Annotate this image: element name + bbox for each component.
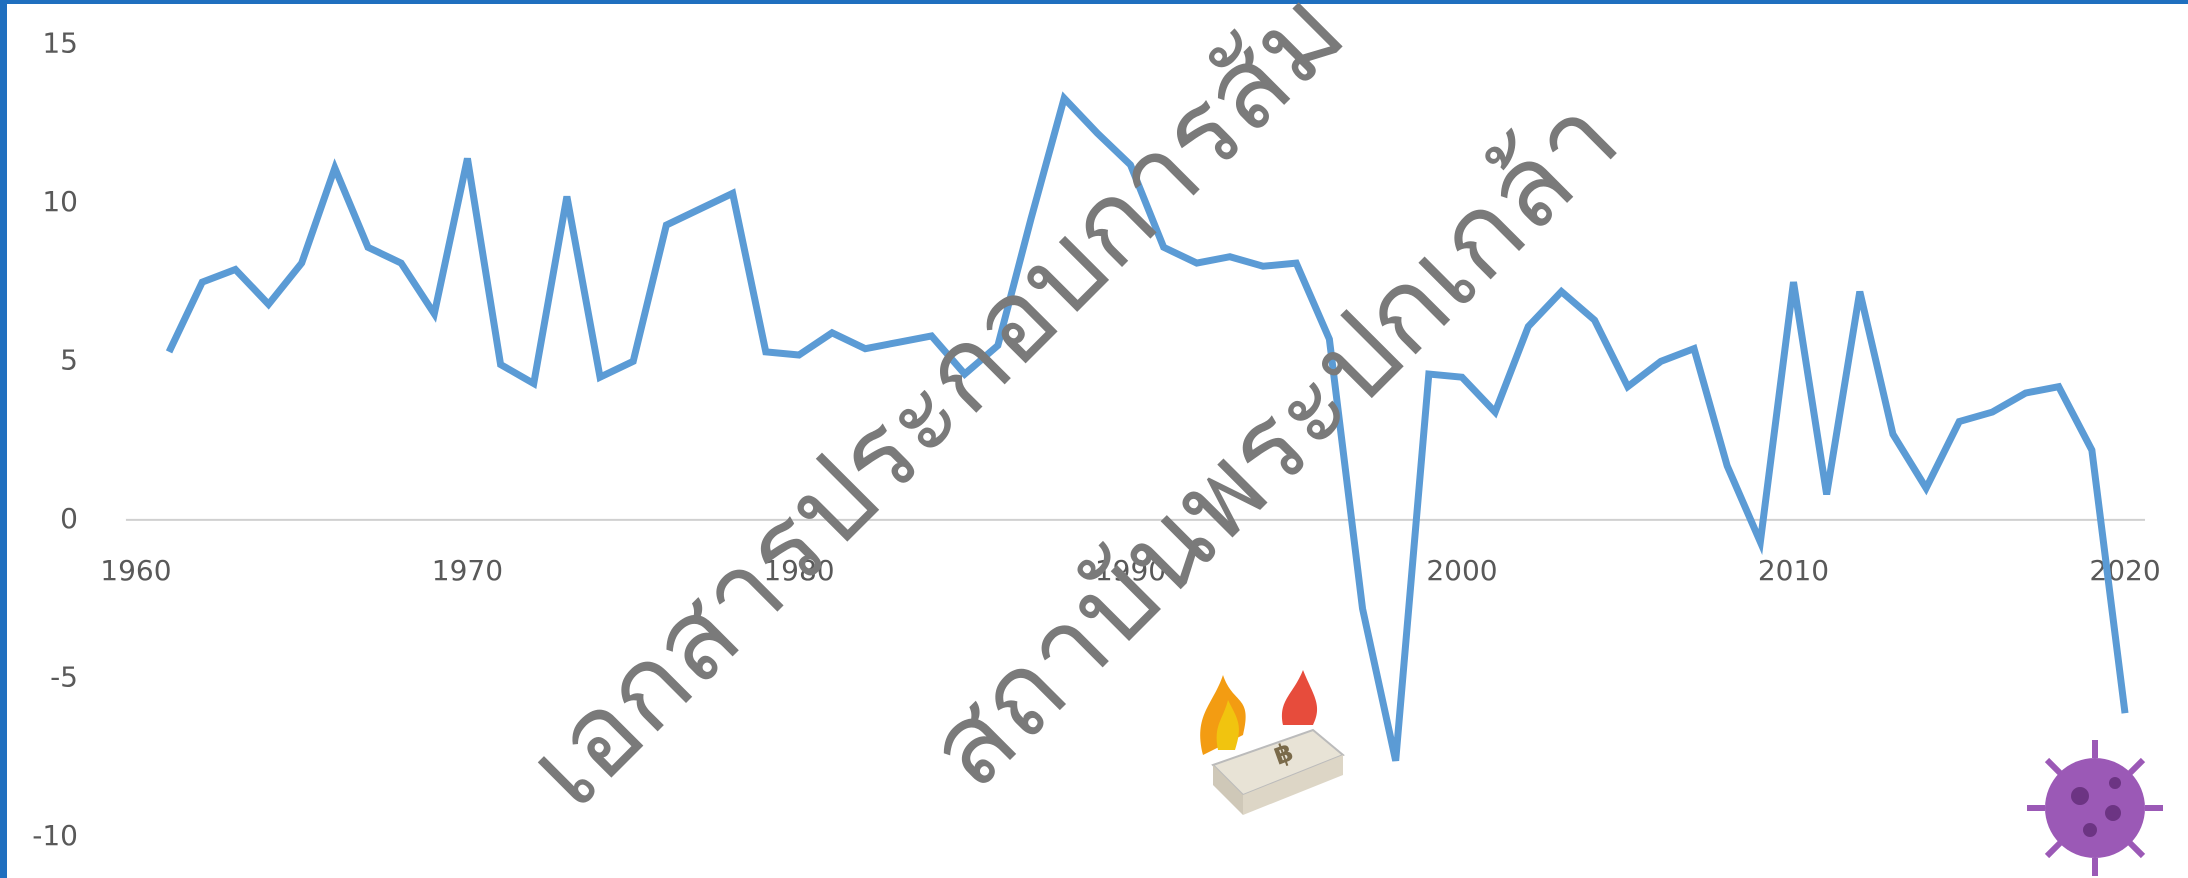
x-tick-label: 1960: [100, 554, 171, 587]
x-tick-label: 2010: [1758, 554, 1829, 587]
x-tick-label: 1980: [763, 554, 834, 587]
y-tick-label: 0: [60, 502, 78, 535]
y-tick-label: -10: [32, 819, 78, 852]
x-tick-label: 2020: [2089, 554, 2160, 587]
x-tick-label: 1970: [432, 554, 503, 587]
virus-icon: [2027, 740, 2163, 876]
data-line: [165, 91, 2129, 762]
x-tick-label: 1990: [1095, 554, 1166, 587]
y-tick-label: 10: [42, 185, 78, 218]
y-tick-label: 15: [42, 26, 78, 59]
watermark: สถาบันพระปกเกล้า: [903, 73, 1644, 814]
y-tick-label: 5: [60, 343, 78, 376]
x-tick-label: 2000: [1426, 554, 1497, 587]
money-icon: ฿: [1200, 670, 1345, 815]
plot-area: -10 -5 0 5 10 15 1960 1970 1980 1990 2000 2010 2020: [32, 26, 2160, 851]
y-tick-label: -5: [50, 660, 78, 693]
frame-top: [0, 0, 2188, 4]
frame-left: [0, 0, 7, 878]
